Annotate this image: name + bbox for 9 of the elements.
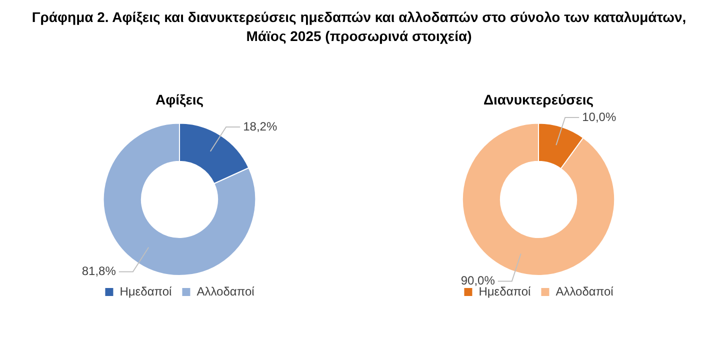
legend-label: Αλλοδαποί: [196, 284, 255, 298]
data-label: 81,8%: [82, 264, 116, 278]
chart-title: Αφίξεις: [155, 91, 204, 108]
data-label: 10,0%: [582, 110, 616, 124]
legend-label: Αλλοδαποί: [556, 284, 614, 298]
chart-title: Διανυκτερεύσεις: [483, 91, 594, 108]
legend-label: Ημεδαποί: [120, 284, 172, 298]
data-label: 18,2%: [243, 119, 278, 134]
text: Γράφημα 2. Αφίξεις και διανυκτερεύσεις ημεδαπών και αλλοδαπών στο σύνολο των καταλυμάτων, Μάϊος 2025 (προσωρινά στοιχεία): [30, 8, 688, 46]
